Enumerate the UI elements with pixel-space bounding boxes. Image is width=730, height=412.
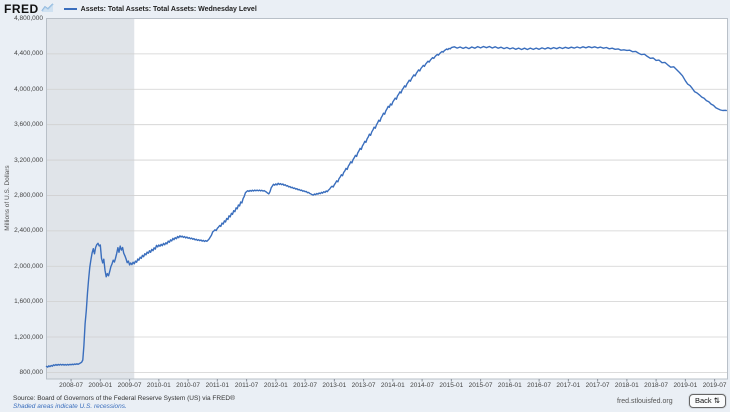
y-tick-label: 1,200,000 xyxy=(14,333,43,341)
x-tick-label: 2019-01 xyxy=(673,382,698,389)
y-tick-label: 2,400,000 xyxy=(14,227,43,235)
x-tick-label: 2016-01 xyxy=(497,382,522,389)
fred-logo: FRED xyxy=(4,2,39,16)
legend: Assets: Total Assets: Total Assets: Wedn… xyxy=(63,5,257,13)
x-tick-label: 2014-01 xyxy=(380,382,405,389)
y-tick-label: 4,400,000 xyxy=(14,50,43,58)
x-tick-label: 2012-07 xyxy=(293,382,317,389)
x-tick-label: 2008-07 xyxy=(59,382,83,389)
y-tick-label: 3,600,000 xyxy=(14,121,43,129)
y-tick-label: 2,000,000 xyxy=(14,262,43,270)
back-button[interactable]: Back ⇅ xyxy=(688,394,726,408)
x-tick-label: 2010-07 xyxy=(176,382,200,389)
y-tick-label: 1,600,000 xyxy=(14,298,43,306)
fred-logo-chart-icon xyxy=(41,0,54,18)
x-tick-label: 2009-01 xyxy=(88,382,113,389)
source-text: Source: Board of Governors of the Federa… xyxy=(13,395,235,402)
x-tick-label: 2012-01 xyxy=(263,382,288,389)
legend-line-swatch xyxy=(63,8,77,10)
x-tick-label: 2011-01 xyxy=(205,382,230,389)
x-tick-label: 2014-07 xyxy=(410,382,435,389)
series-line xyxy=(45,45,727,368)
y-tick-label: 4,000,000 xyxy=(14,85,43,93)
legend-series-label: Assets: Total Assets: Total Assets: Wedn… xyxy=(80,5,257,13)
site-url: fred.stlouisfed.org xyxy=(617,398,673,405)
x-tick-label: 2017-01 xyxy=(556,382,581,389)
recession-note: Shaded areas indicate U.S. recessions. xyxy=(13,403,127,410)
x-tick-label: 2018-01 xyxy=(614,382,639,389)
x-tick-label: 2009-07 xyxy=(117,382,142,389)
y-tick-label: 4,800,000 xyxy=(14,15,43,22)
chart-header: FRED Assets: Total Assets: Total Assets:… xyxy=(4,2,257,16)
x-tick-label: 2013-07 xyxy=(351,382,376,389)
x-tick-label: 2017-07 xyxy=(585,382,610,389)
x-tick-label: 2015-01 xyxy=(439,382,464,389)
x-tick-label: 2010-01 xyxy=(146,382,171,389)
y-tick-label: 800,000 xyxy=(19,368,44,376)
x-tick-label: 2011-07 xyxy=(234,382,259,389)
y-tick-label: 2,800,000 xyxy=(14,191,43,199)
x-tick-label: 2016-07 xyxy=(527,382,552,389)
y-tick-label: 3,200,000 xyxy=(14,156,43,164)
x-tick-label: 2015-07 xyxy=(468,382,493,389)
x-tick-label: 2018-07 xyxy=(644,382,669,389)
x-tick-label: 2013-01 xyxy=(322,382,347,389)
recession-band xyxy=(46,18,135,379)
x-tick-label: 2019-07 xyxy=(702,382,727,389)
